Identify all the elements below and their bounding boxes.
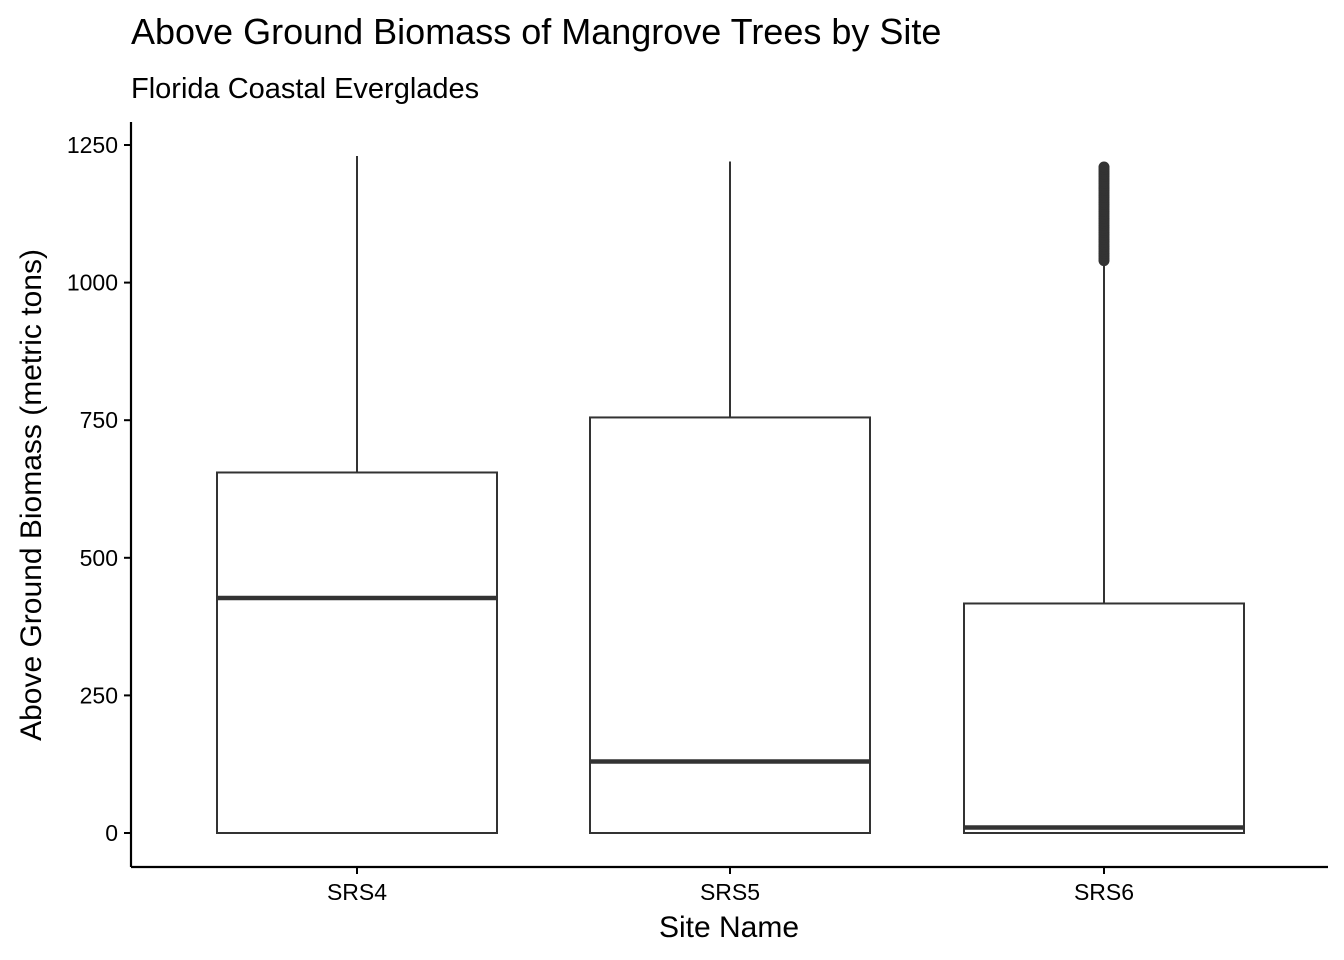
x-tick-label-SRS5: SRS5 [700, 879, 760, 905]
y-tick-label-1250: 1250 [67, 132, 118, 158]
box-srs6 [963, 602, 1245, 835]
y-tick-label-500: 500 [80, 545, 118, 571]
y-tick-label-750: 750 [80, 407, 118, 433]
plot-area: 0 250 500 750 1000 1250 SRS4 SRS5 SRS6 [67, 122, 1328, 905]
x-tick-label-SRS6: SRS6 [1074, 879, 1134, 905]
y-tick-label-250: 250 [80, 682, 118, 708]
chart-subtitle: Florida Coastal Everglades [131, 73, 479, 105]
x-axis-title: Site Name [659, 911, 799, 944]
outlier-point-srs6 [1098, 161, 1110, 173]
chart-title: Above Ground Biomass of Mangrove Trees b… [131, 11, 941, 52]
x-tick-label-SRS4: SRS4 [327, 879, 387, 905]
box-srs4 [216, 471, 498, 834]
y-tick-label-1000: 1000 [67, 270, 118, 296]
y-tick-label-0: 0 [105, 820, 118, 846]
y-axis-title: Above Ground Biomass (metric tons) [15, 249, 48, 741]
box-srs5 [589, 416, 871, 834]
